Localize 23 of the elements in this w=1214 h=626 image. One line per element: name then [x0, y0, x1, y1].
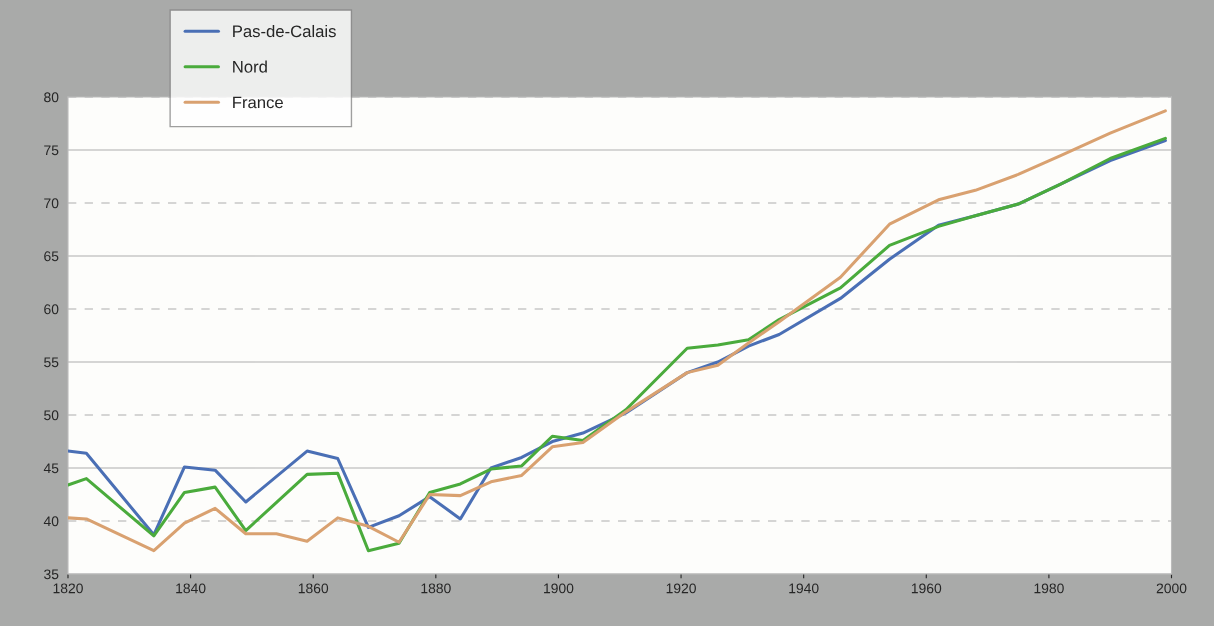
legend-label: Nord [233, 60, 267, 73]
y-tick-label: 40 [43, 516, 59, 527]
legend-label: France [233, 96, 283, 109]
x-tick-label: 1940 [789, 583, 819, 594]
y-tick-label: 70 [44, 198, 59, 209]
y-tick-label: 35 [44, 569, 59, 580]
x-tick-label: 1900 [544, 583, 574, 594]
x-tick-label: 1920 [666, 583, 696, 594]
x-tick-label: 1880 [421, 583, 451, 594]
x-tick-label: 2000 [1156, 583, 1187, 594]
y-tick-label: 60 [44, 304, 59, 315]
x-tick-label: 1960 [911, 583, 942, 594]
y-tick-label: 50 [44, 410, 59, 421]
y-tick-label: 65 [44, 251, 59, 262]
legend-label: Pas-de-Calais [233, 24, 336, 38]
x-tick-label: 1860 [298, 583, 329, 594]
x-tick-label: 1840 [176, 583, 206, 594]
x-tick-label: 1980 [1034, 583, 1064, 594]
y-tick-label: 55 [44, 357, 59, 368]
y-tick-label: 75 [44, 145, 59, 156]
y-tick-label: 45 [43, 463, 59, 474]
y-tick-label: 80 [44, 92, 59, 103]
x-tick-label: 1820 [53, 583, 83, 594]
